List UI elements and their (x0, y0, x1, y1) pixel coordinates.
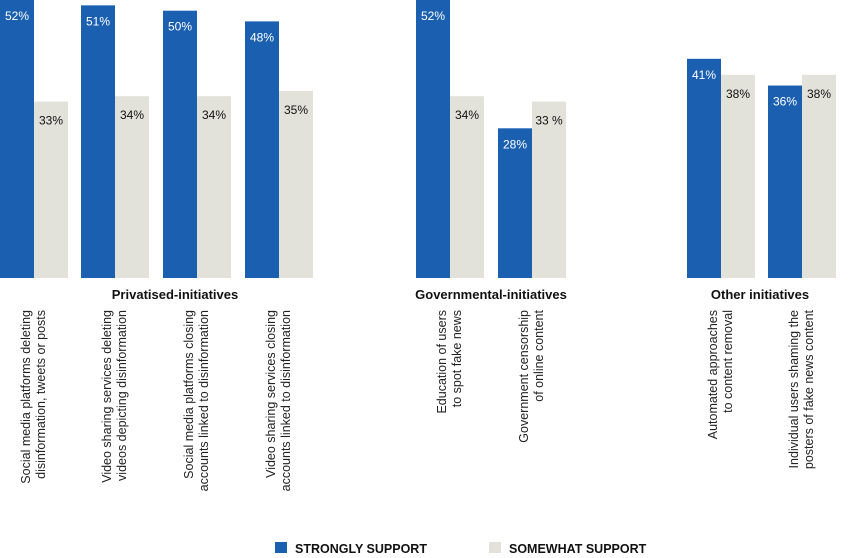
bar-somewhat-support (279, 90, 313, 278)
category-label: Education of usersto spot fake news (435, 310, 464, 414)
value-label-strongly: 28% (503, 137, 527, 151)
bar-strongly-support (163, 10, 197, 278)
bar-somewhat-support (197, 96, 231, 278)
value-label-somewhat: 34% (202, 108, 226, 122)
value-label-strongly: 41% (692, 68, 716, 82)
bar-strongly-support (0, 0, 34, 278)
legend-swatch (489, 542, 501, 553)
bar-somewhat-support (34, 101, 68, 278)
value-label-somewhat: 34% (455, 108, 479, 122)
bar-strongly-support (687, 58, 721, 278)
value-label-strongly: 36% (773, 95, 797, 109)
category-label: Social media platforms deletingdisinform… (19, 310, 48, 484)
value-label-strongly: 48% (250, 30, 274, 44)
category-label: Government censorshipof online content (517, 309, 546, 442)
group-heading: Governmental-initiatives (415, 287, 567, 302)
bar-strongly-support (768, 85, 802, 279)
value-label-somewhat: 33 % (535, 114, 563, 128)
value-label-strongly: 51% (86, 14, 110, 28)
category-label: Automated approachesto content removal (706, 310, 735, 439)
category-label: Individual users shaming theposters of f… (787, 309, 816, 469)
legend-label: STRONGLY SUPPORT (295, 542, 427, 556)
value-label-strongly: 52% (421, 9, 445, 23)
value-label-strongly: 52% (5, 9, 29, 23)
bar-strongly-support (498, 128, 532, 278)
bar-somewhat-support (721, 74, 755, 278)
group-heading: Privatised-initiatives (112, 287, 238, 302)
group-heading: Other initiatives (711, 287, 809, 302)
bar-somewhat-support (115, 96, 149, 278)
value-label-somewhat: 35% (284, 103, 308, 117)
value-label-strongly: 50% (168, 20, 192, 34)
bar-strongly-support (81, 5, 115, 278)
category-label: Video sharing services closingaccounts l… (264, 310, 293, 491)
value-label-somewhat: 38% (726, 87, 750, 101)
value-label-somewhat: 33% (39, 114, 63, 128)
bar-somewhat-support (450, 96, 484, 278)
bar-somewhat-support (532, 101, 566, 278)
value-label-somewhat: 38% (807, 87, 831, 101)
category-label: Social media platforms closingaccounts l… (182, 310, 211, 491)
bar-strongly-support (245, 21, 279, 279)
bar-somewhat-support (802, 74, 836, 278)
bar-strongly-support (416, 0, 450, 278)
legend-swatch (275, 542, 287, 553)
value-label-somewhat: 34% (120, 108, 144, 122)
category-label: Video sharing services deletingvideos de… (100, 310, 129, 483)
legend-label: SOMEWHAT SUPPORT (509, 542, 647, 556)
